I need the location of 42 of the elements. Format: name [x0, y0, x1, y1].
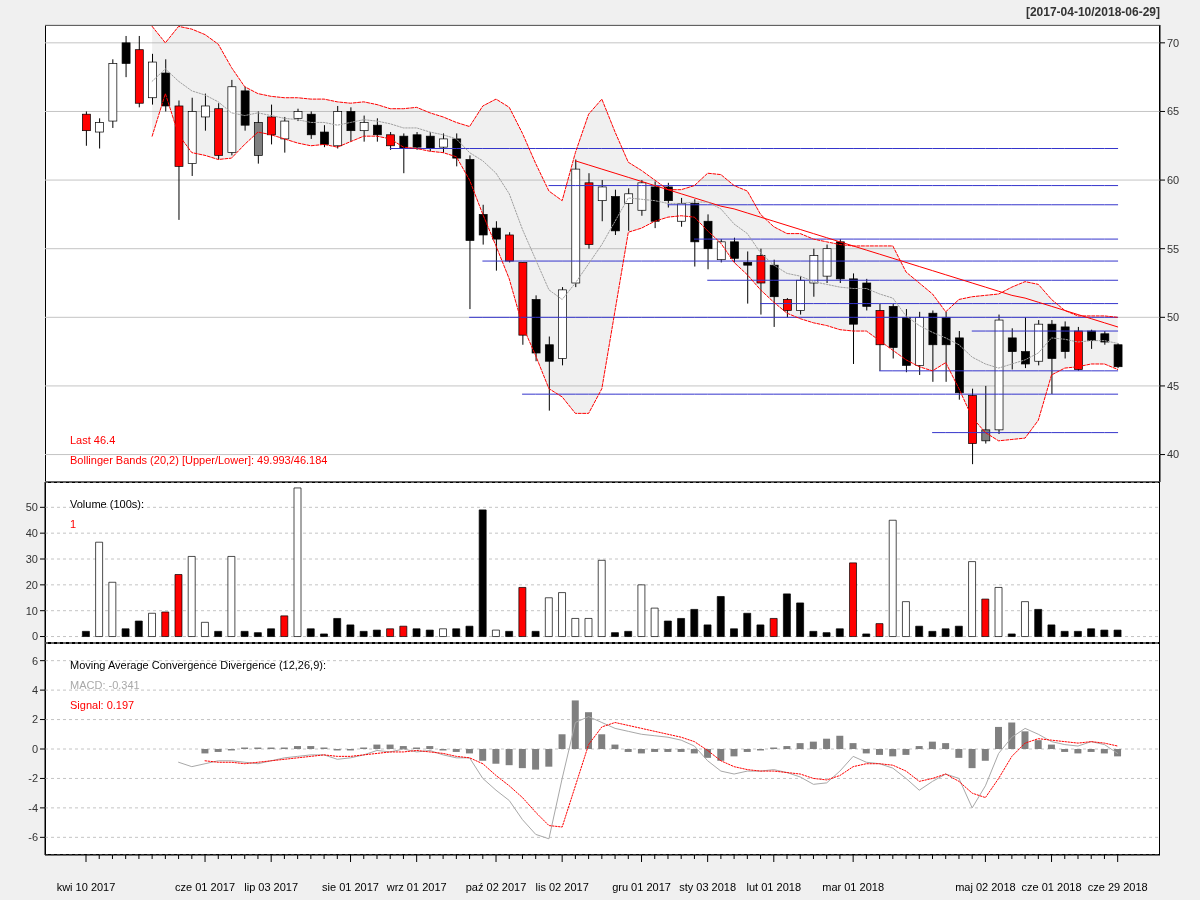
text: Bollinger Bands (20,2) [Upper/Lower]: 49.993/46.184	[70, 453, 328, 468]
x-tick-label: wrz 01 2017	[385, 881, 447, 893]
x-tick-label: lip 03 2017	[244, 881, 299, 893]
y-tick-label: 55	[1167, 242, 1180, 255]
x-tick-label: cze 29 2018	[1087, 881, 1148, 893]
annotation: Last 46.4	[70, 433, 116, 448]
y-tick-label: 60	[1167, 173, 1180, 186]
x-tick-label: cze 01 2018	[1021, 881, 1082, 893]
legend-title: Moving Average Convergence Divergence (12,26,9):	[70, 658, 327, 673]
y-tick-label: 0	[31, 630, 38, 643]
y-tick-label: 40	[25, 527, 38, 540]
y-tick-label: 70	[1167, 36, 1180, 49]
x-tick-label: sie 01 2017	[322, 881, 379, 893]
chart-subtitle: [2017-04-10/2018-06-29]	[1025, 5, 1160, 19]
x-tick-label: lis 02 2017	[535, 881, 589, 893]
y-tick-label: 0	[31, 742, 38, 755]
x-tick-label: mar 01 2018	[822, 881, 885, 893]
y-tick-label: 40	[1167, 448, 1180, 461]
y-tick-label: -6	[28, 831, 38, 844]
y-tick-label: 45	[1167, 379, 1180, 392]
y-tick-label: 4	[31, 684, 38, 697]
x-tick-label: lut 01 2018	[746, 881, 801, 893]
text: 1	[70, 517, 77, 532]
y-tick-label: 50	[25, 501, 38, 514]
x-tick-label: gru 01 2017	[612, 881, 671, 893]
y-tick-label: 30	[25, 552, 38, 565]
x-tick-label: kwi 10 2017	[56, 881, 116, 893]
legend-title: Volume (100s):	[70, 497, 144, 512]
y-tick-label: 10	[25, 604, 38, 617]
y-tick-label: 6	[31, 654, 38, 667]
text: Signal: 0.197	[70, 698, 135, 713]
x-tick-label: sty 03 2018	[679, 881, 737, 893]
y-tick-label: 50	[1167, 311, 1180, 324]
x-tick-label: maj 02 2018	[955, 881, 1016, 893]
text: MACD: -0.341	[70, 678, 140, 693]
y-tick-label: -2	[28, 772, 38, 785]
x-tick-label: cze 01 2017	[175, 881, 236, 893]
y-tick-label: -4	[28, 801, 38, 814]
y-tick-label: 20	[25, 578, 38, 591]
x-tick-label: paź 02 2017	[465, 881, 527, 893]
y-tick-label: 2	[31, 713, 38, 726]
y-tick-label: 65	[1167, 105, 1180, 118]
